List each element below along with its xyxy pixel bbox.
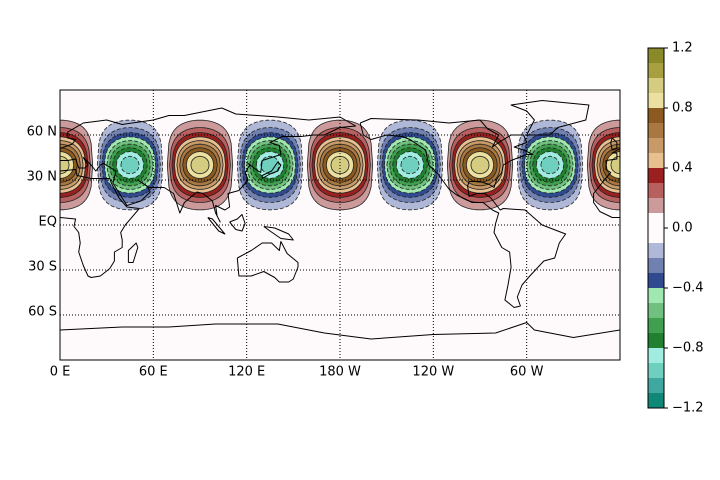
colorbar-tick-label: −0.4 bbox=[672, 281, 704, 296]
graticule bbox=[60, 90, 620, 360]
colorbar-band bbox=[648, 93, 664, 108]
lon-label: 60 W bbox=[510, 365, 544, 380]
lon-label: 0 E bbox=[50, 365, 71, 380]
colorbar-tick-label: −0.8 bbox=[672, 341, 704, 356]
colorbar-band bbox=[648, 123, 664, 138]
lon-label: 180 W bbox=[319, 365, 361, 380]
colorbar-band bbox=[648, 198, 664, 213]
lon-label: 60 E bbox=[139, 365, 168, 380]
contour-fill bbox=[190, 155, 210, 175]
colorbar-band bbox=[648, 108, 664, 123]
colorbar-tick-label: −1.2 bbox=[672, 401, 704, 416]
coastline bbox=[207, 217, 226, 235]
coastline bbox=[236, 241, 299, 283]
colorbar-tick-label: 0.4 bbox=[672, 161, 693, 176]
colorbar-band bbox=[648, 288, 664, 303]
colorbar-band bbox=[648, 318, 664, 333]
contour-fill bbox=[400, 155, 420, 175]
colorbar-band bbox=[648, 168, 664, 183]
colorbar-band bbox=[648, 48, 664, 63]
colorbar-band bbox=[648, 183, 664, 198]
colorbar-band bbox=[648, 78, 664, 93]
coastline bbox=[263, 226, 294, 241]
colorbar: 1.2 0.8 0.4 0.0 −0.4 −0.8 −1.2 bbox=[647, 41, 704, 416]
contour-fill bbox=[470, 155, 490, 175]
lat-label: 60 N bbox=[27, 125, 57, 140]
colorbar-band bbox=[648, 243, 664, 258]
colorbar-band bbox=[648, 363, 664, 378]
coastline bbox=[261, 161, 282, 179]
lon-label: 120 E bbox=[228, 365, 265, 380]
colorbar-band bbox=[648, 213, 664, 243]
colorbar-band bbox=[648, 273, 664, 288]
coastline bbox=[60, 322, 620, 340]
colorbar-band bbox=[648, 393, 664, 408]
coastline bbox=[510, 100, 590, 136]
colorbar-band bbox=[648, 378, 664, 393]
coastline bbox=[60, 169, 140, 278]
lon-label: 120 W bbox=[412, 365, 454, 380]
colorbar-tick-label: 0.0 bbox=[672, 221, 693, 236]
coastline bbox=[593, 148, 620, 218]
lat-label: 30 S bbox=[28, 260, 57, 275]
lat-label: EQ bbox=[39, 215, 57, 230]
coastline bbox=[60, 107, 357, 223]
colorbar-tick-label: 1.2 bbox=[672, 41, 693, 56]
colorbar-band bbox=[648, 333, 664, 348]
colorbar-band bbox=[648, 303, 664, 318]
coastline bbox=[127, 242, 139, 263]
contour-fill bbox=[540, 155, 560, 175]
colorbar-band bbox=[648, 153, 664, 168]
colorbar-band bbox=[648, 348, 664, 363]
coastline bbox=[229, 214, 246, 232]
lat-label: 60 S bbox=[28, 305, 57, 320]
colorbar-band bbox=[648, 138, 664, 153]
colorbar-tick-label: 0.8 bbox=[672, 101, 693, 116]
lat-label: 30 N bbox=[27, 170, 57, 185]
coastline bbox=[610, 137, 618, 151]
labels: 60 N 30 N EQ 30 S 60 S 0 E 60 E 120 E 180 W 120 W… bbox=[27, 125, 544, 380]
colorbar-band bbox=[648, 258, 664, 273]
colorbar-band bbox=[648, 63, 664, 78]
map-frame bbox=[59, 89, 621, 361]
contour-fill bbox=[120, 155, 140, 175]
